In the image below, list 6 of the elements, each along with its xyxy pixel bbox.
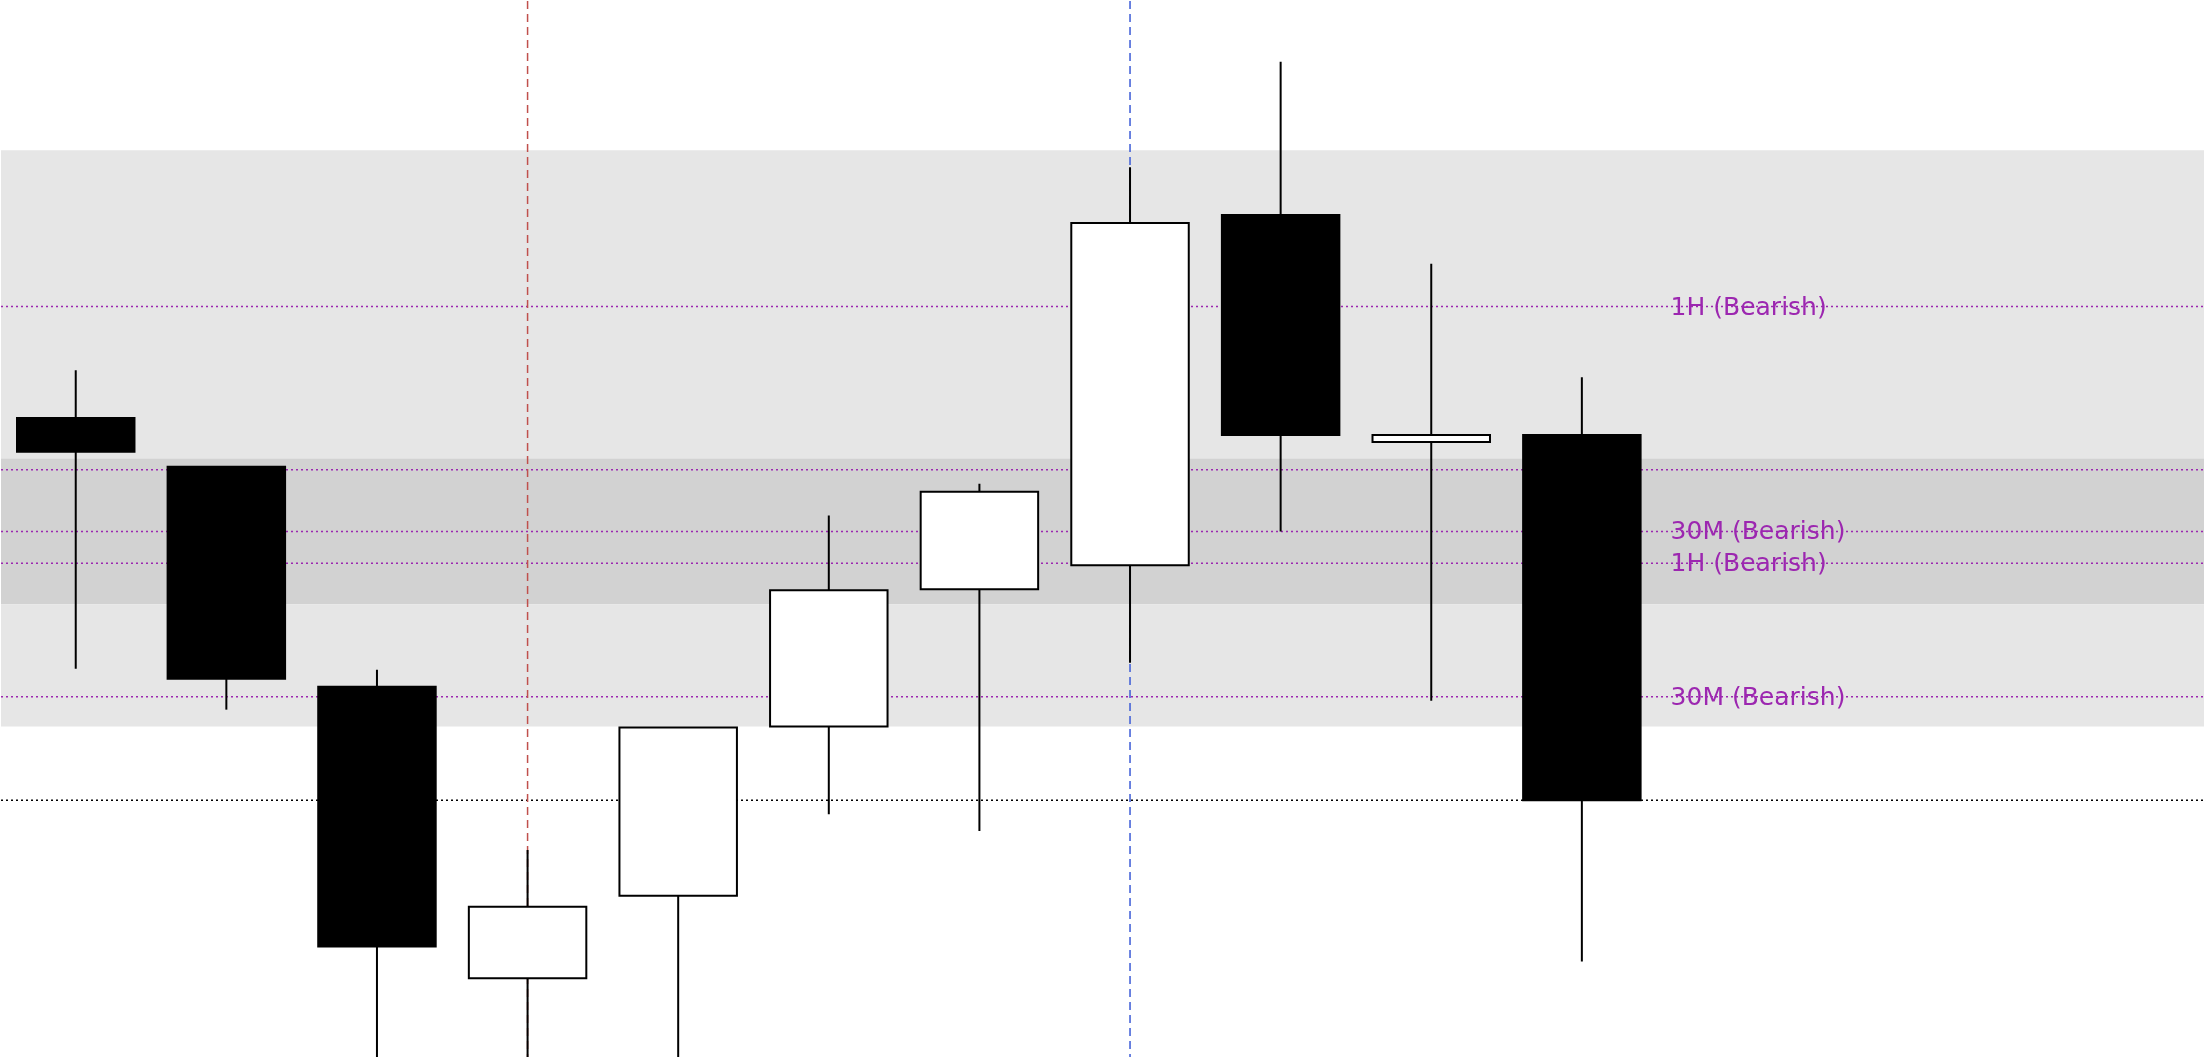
- candlestick: [16, 369, 136, 670]
- ref-line-label: 1H (Bearish): [1670, 548, 1827, 578]
- ref-line-label: 30M (Bearish): [1670, 681, 1846, 711]
- candlestick: [1371, 262, 1491, 702]
- ref-line-label: 1H (Bearish): [1670, 291, 1827, 321]
- ref-line-label: 30M (Bearish): [1670, 516, 1846, 546]
